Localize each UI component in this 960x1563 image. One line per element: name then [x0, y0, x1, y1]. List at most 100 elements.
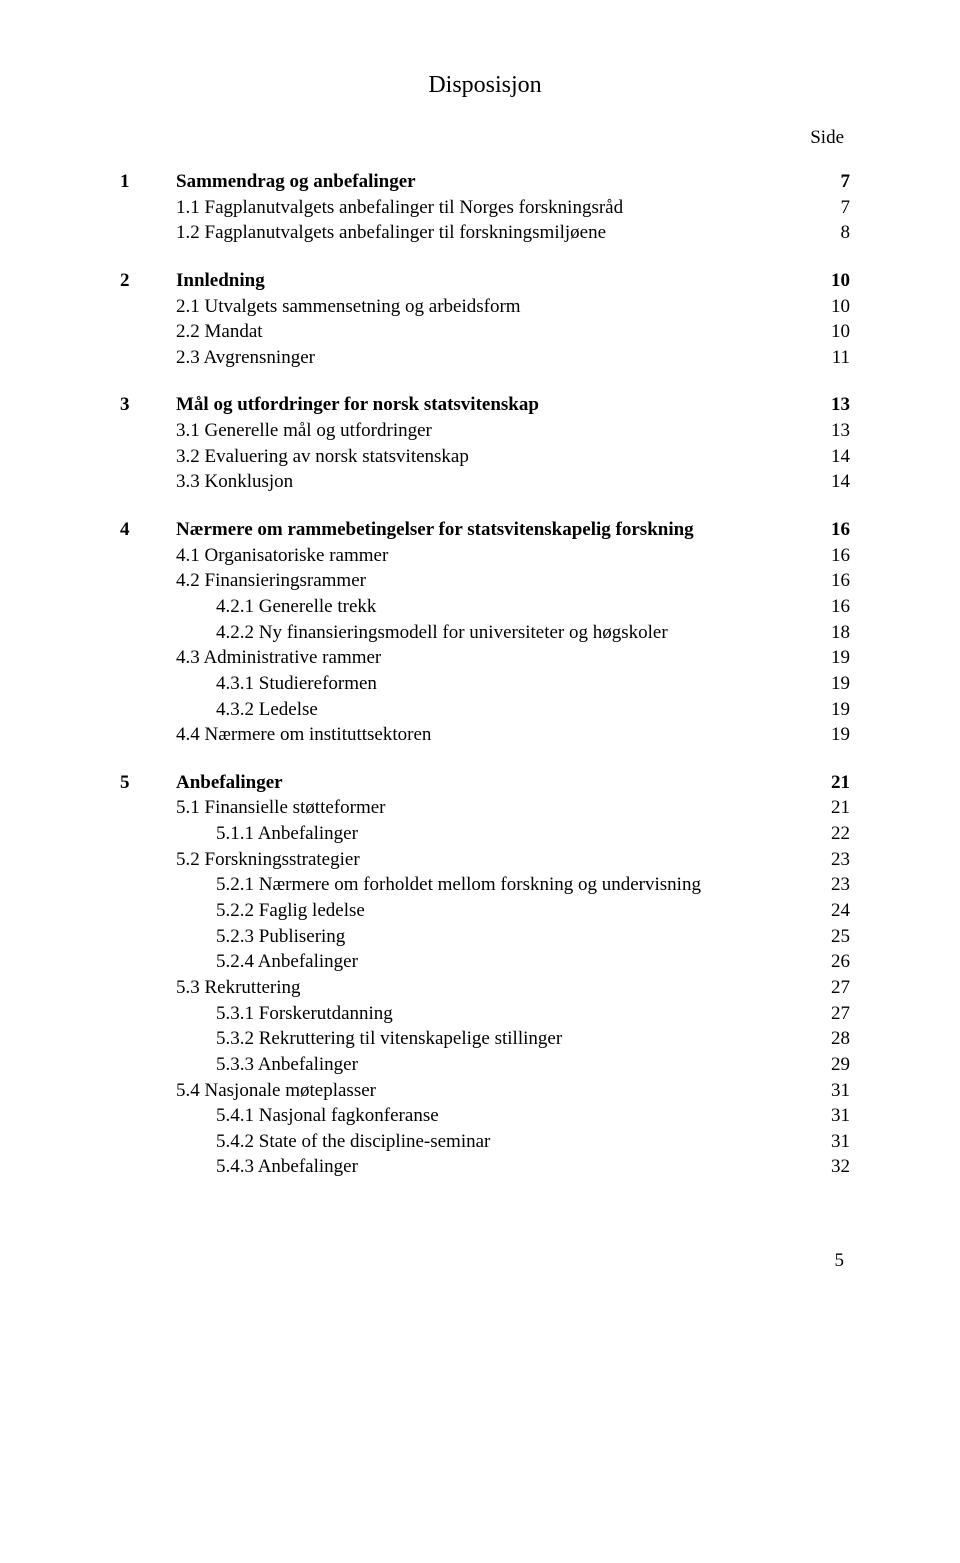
toc-row: 5.2.3 Publisering25 [120, 924, 850, 950]
toc-entry-text: Sammendrag og anbefalinger [176, 169, 810, 195]
toc-row: 5.3 Rekruttering27 [120, 975, 850, 1001]
toc-page-number: 22 [810, 821, 850, 847]
toc-row: 5.3.2 Rekruttering til vitenskapelige st… [120, 1026, 850, 1052]
toc-chapter-number [120, 594, 176, 620]
toc-section: 2Innledning102.1 Utvalgets sammensetning… [120, 268, 850, 371]
toc-row: 3.3 Konklusjon14 [120, 469, 850, 495]
toc-entry-text: 4.4 Nærmere om instituttsektoren [176, 722, 810, 748]
toc-section: 3Mål og utfordringer for norsk statsvite… [120, 392, 850, 495]
toc-row: 5.2.1 Nærmere om forholdet mellom forskn… [120, 872, 850, 898]
toc-chapter-number [120, 1078, 176, 1104]
toc-row: 4.1 Organisatoriske rammer16 [120, 543, 850, 569]
toc-entry-text: 2.2 Mandat [176, 319, 810, 345]
toc-page-number: 24 [810, 898, 850, 924]
toc-page-number: 19 [810, 697, 850, 723]
toc-chapter-number [120, 975, 176, 1001]
toc-row: 5.4.1 Nasjonal fagkonferanse31 [120, 1103, 850, 1129]
toc-page-number: 7 [810, 169, 850, 195]
toc-chapter-number [120, 1129, 176, 1155]
toc-page-number: 19 [810, 671, 850, 697]
toc-chapter-number [120, 469, 176, 495]
toc-entry-text: 5.1.1 Anbefalinger [176, 821, 810, 847]
toc-page-number: 14 [810, 444, 850, 470]
toc-page-number: 16 [810, 594, 850, 620]
toc-page-number: 11 [810, 345, 850, 371]
toc-chapter-number [120, 795, 176, 821]
toc-entry-text: 4.3.1 Studiereformen [176, 671, 810, 697]
toc-row: 5.3.1 Forskerutdanning27 [120, 1001, 850, 1027]
toc-entry-text: 5.4.2 State of the discipline-seminar [176, 1129, 810, 1155]
toc-section: 5Anbefalinger215.1 Finansielle støttefor… [120, 770, 850, 1180]
toc-entry-text: 5.1 Finansielle støtteformer [176, 795, 810, 821]
toc-row: 5.4.2 State of the discipline-seminar31 [120, 1129, 850, 1155]
toc-page-number: 21 [810, 770, 850, 796]
toc-chapter-number [120, 847, 176, 873]
toc-entry-text: 4.3 Administrative rammer [176, 645, 810, 671]
toc-page-number: 27 [810, 975, 850, 1001]
toc-entry-text: 4.2.1 Generelle trekk [176, 594, 810, 620]
side-label: Side [120, 127, 850, 149]
toc-entry-text: 1.1 Fagplanutvalgets anbefalinger til No… [176, 195, 810, 221]
toc-entry-text: 4.1 Organisatoriske rammer [176, 543, 810, 569]
toc-entry-text: Mål og utfordringer for norsk statsviten… [176, 392, 810, 418]
toc-page-number: 16 [810, 517, 850, 543]
toc-chapter-number [120, 1052, 176, 1078]
toc-entry-text: 5.4.1 Nasjonal fagkonferanse [176, 1103, 810, 1129]
toc-page-number: 25 [810, 924, 850, 950]
toc-entry-text: 5.4.3 Anbefalinger [176, 1154, 810, 1180]
toc-row: 3Mål og utfordringer for norsk statsvite… [120, 392, 850, 418]
toc-row: 1.2 Fagplanutvalgets anbefalinger til fo… [120, 220, 850, 246]
toc-chapter-number [120, 345, 176, 371]
toc-page-number: 14 [810, 469, 850, 495]
toc-entry-text: 5.3.2 Rekruttering til vitenskapelige st… [176, 1026, 810, 1052]
toc-page-number: 28 [810, 1026, 850, 1052]
toc-row: 5.2.2 Faglig ledelse24 [120, 898, 850, 924]
toc-entry-text: 4.2 Finansieringsrammer [176, 568, 810, 594]
toc-chapter-number [120, 1154, 176, 1180]
toc-page-number: 23 [810, 847, 850, 873]
toc-page-number: 19 [810, 645, 850, 671]
toc-page-number: 27 [810, 1001, 850, 1027]
toc-row: 3.2 Evaluering av norsk statsvitenskap14 [120, 444, 850, 470]
toc-page-number: 10 [810, 294, 850, 320]
toc-row: 2Innledning10 [120, 268, 850, 294]
toc-chapter-number: 5 [120, 770, 176, 796]
toc-entry-text: 3.1 Generelle mål og utfordringer [176, 418, 810, 444]
toc-entry-text: 4.3.2 Ledelse [176, 697, 810, 723]
toc-page-number: 26 [810, 949, 850, 975]
toc-page-number: 31 [810, 1078, 850, 1104]
toc-page-number: 31 [810, 1129, 850, 1155]
toc-page-number: 21 [810, 795, 850, 821]
toc-row: 4.3.1 Studiereformen19 [120, 671, 850, 697]
toc-chapter-number [120, 645, 176, 671]
page-title: Disposisjon [120, 72, 850, 99]
toc-row: 5.2.4 Anbefalinger26 [120, 949, 850, 975]
toc-entry-text: Innledning [176, 268, 810, 294]
toc-chapter-number [120, 418, 176, 444]
toc-section: 4Nærmere om rammebetingelser for statsvi… [120, 517, 850, 748]
toc-chapter-number [120, 898, 176, 924]
toc-page-number: 7 [810, 195, 850, 221]
toc-entry-text: Anbefalinger [176, 770, 810, 796]
toc-entry-text: 5.3.3 Anbefalinger [176, 1052, 810, 1078]
toc-row: 4Nærmere om rammebetingelser for statsvi… [120, 517, 850, 543]
toc-chapter-number [120, 1026, 176, 1052]
toc-row: 5.4 Nasjonale møteplasser31 [120, 1078, 850, 1104]
toc-row: 5Anbefalinger21 [120, 770, 850, 796]
toc-row: 4.3.2 Ledelse19 [120, 697, 850, 723]
toc-chapter-number [120, 872, 176, 898]
toc-chapter-number: 1 [120, 169, 176, 195]
toc-page-number: 16 [810, 568, 850, 594]
toc-chapter-number [120, 444, 176, 470]
toc-chapter-number [120, 821, 176, 847]
toc-row: 1.1 Fagplanutvalgets anbefalinger til No… [120, 195, 850, 221]
toc-chapter-number [120, 722, 176, 748]
toc-chapter-number [120, 319, 176, 345]
document-page: Disposisjon Side 1Sammendrag og anbefali… [0, 0, 960, 1322]
toc-row: 5.1.1 Anbefalinger22 [120, 821, 850, 847]
toc-entry-text: 3.2 Evaluering av norsk statsvitenskap [176, 444, 810, 470]
toc-chapter-number [120, 220, 176, 246]
toc-row: 5.2 Forskningsstrategier23 [120, 847, 850, 873]
toc-chapter-number [120, 568, 176, 594]
toc-page-number: 31 [810, 1103, 850, 1129]
